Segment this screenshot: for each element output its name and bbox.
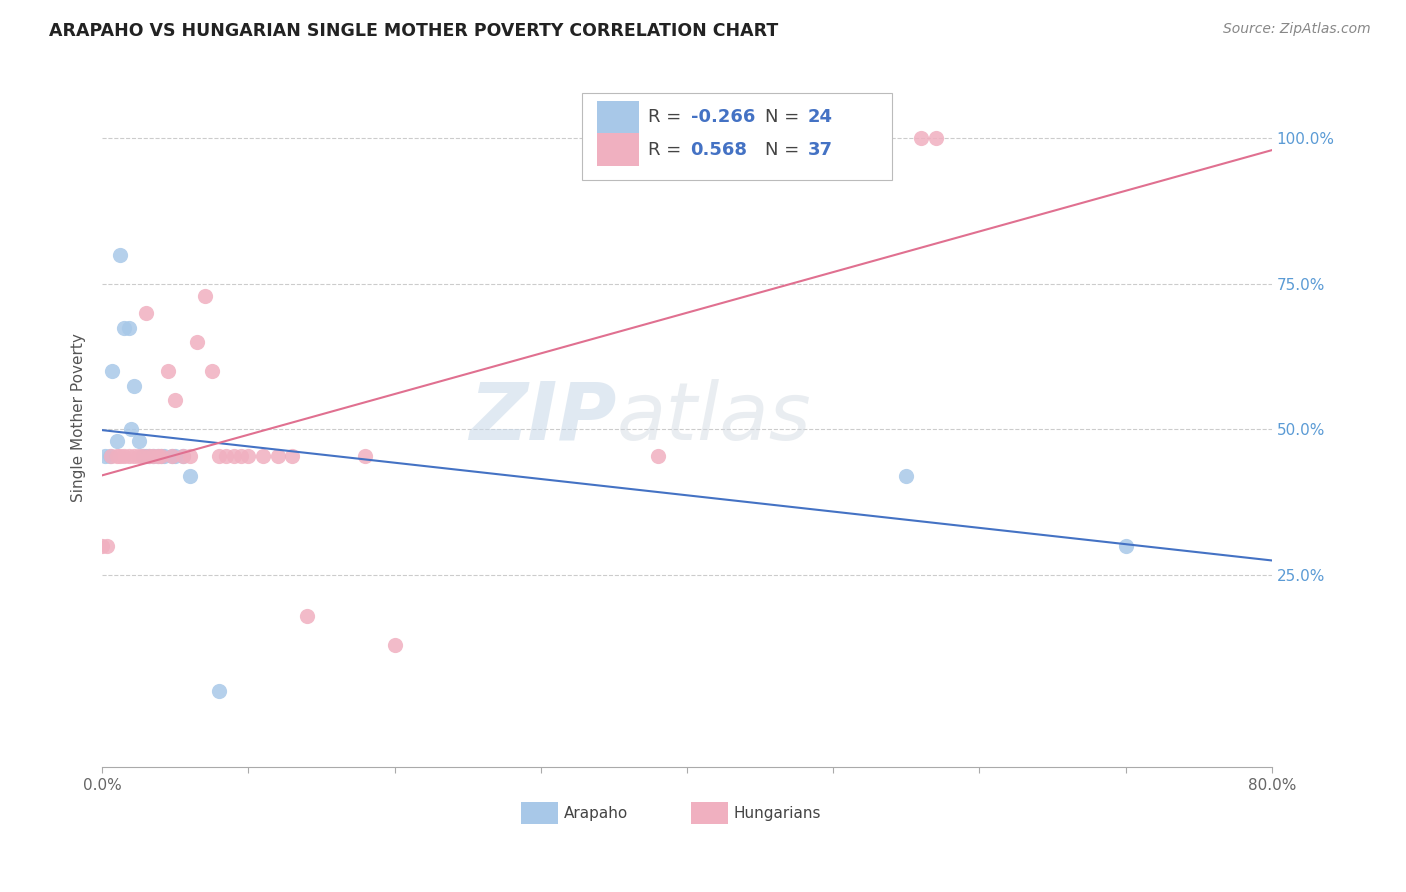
Point: [222, 449, 245, 463]
Point: [142, 449, 165, 463]
Point: [112, 320, 135, 334]
Point: [135, 449, 157, 463]
Point: [384, 638, 406, 652]
Point: [295, 608, 318, 623]
FancyBboxPatch shape: [598, 134, 640, 166]
FancyBboxPatch shape: [582, 93, 891, 180]
Point: [910, 131, 932, 145]
Point: [142, 449, 165, 463]
Point: [146, 449, 169, 463]
Point: [229, 449, 252, 463]
Point: [94, 449, 117, 463]
Text: 0.568: 0.568: [690, 141, 748, 159]
Point: [124, 379, 146, 393]
Point: [98, 449, 121, 463]
Point: [162, 449, 184, 463]
Point: [105, 434, 128, 449]
Text: Hungarians: Hungarians: [734, 805, 821, 821]
Text: Arapaho: Arapaho: [564, 805, 628, 821]
Text: R =: R =: [648, 141, 693, 159]
Point: [201, 364, 224, 378]
Point: [132, 449, 155, 463]
Point: [149, 449, 172, 463]
Text: -0.266: -0.266: [690, 109, 755, 127]
Point: [108, 248, 131, 262]
Point: [146, 449, 169, 463]
Point: [179, 469, 201, 483]
Point: [101, 364, 124, 378]
Point: [128, 434, 150, 449]
Point: [149, 449, 172, 463]
Point: [105, 449, 128, 463]
Point: [252, 449, 274, 463]
Point: [117, 449, 139, 463]
Point: [128, 449, 150, 463]
Point: [266, 449, 288, 463]
Point: [896, 469, 918, 483]
Text: N =: N =: [765, 141, 806, 159]
Point: [208, 684, 231, 698]
FancyBboxPatch shape: [598, 102, 640, 134]
Y-axis label: Single Mother Poverty: Single Mother Poverty: [72, 334, 86, 502]
Text: N =: N =: [765, 109, 806, 127]
Point: [132, 449, 155, 463]
Point: [165, 449, 187, 463]
Text: ARAPAHO VS HUNGARIAN SINGLE MOTHER POVERTY CORRELATION CHART: ARAPAHO VS HUNGARIAN SINGLE MOTHER POVER…: [49, 22, 779, 40]
Point: [215, 449, 238, 463]
Point: [108, 449, 131, 463]
Point: [156, 364, 179, 378]
Text: Source: ZipAtlas.com: Source: ZipAtlas.com: [1223, 22, 1371, 37]
Point: [96, 539, 118, 553]
FancyBboxPatch shape: [522, 802, 558, 824]
Point: [112, 449, 135, 463]
Point: [162, 449, 184, 463]
Point: [1115, 539, 1137, 553]
Point: [281, 449, 304, 463]
Point: [135, 306, 157, 320]
Point: [138, 449, 160, 463]
Text: ZIP: ZIP: [470, 379, 617, 457]
Point: [208, 449, 231, 463]
Point: [165, 393, 187, 408]
Point: [179, 449, 201, 463]
Point: [193, 288, 215, 302]
Point: [172, 449, 194, 463]
Text: 37: 37: [807, 141, 832, 159]
Point: [124, 449, 146, 463]
Point: [354, 449, 377, 463]
Text: R =: R =: [648, 109, 688, 127]
Text: atlas: atlas: [617, 379, 811, 457]
Point: [100, 449, 122, 463]
Point: [152, 449, 174, 463]
Point: [238, 449, 260, 463]
Point: [91, 539, 114, 553]
Point: [172, 449, 194, 463]
FancyBboxPatch shape: [690, 802, 728, 824]
Point: [120, 422, 142, 436]
Point: [186, 335, 208, 350]
Text: 24: 24: [807, 109, 832, 127]
Point: [138, 449, 160, 463]
Point: [924, 131, 946, 145]
Point: [117, 320, 139, 334]
Point: [647, 449, 669, 463]
